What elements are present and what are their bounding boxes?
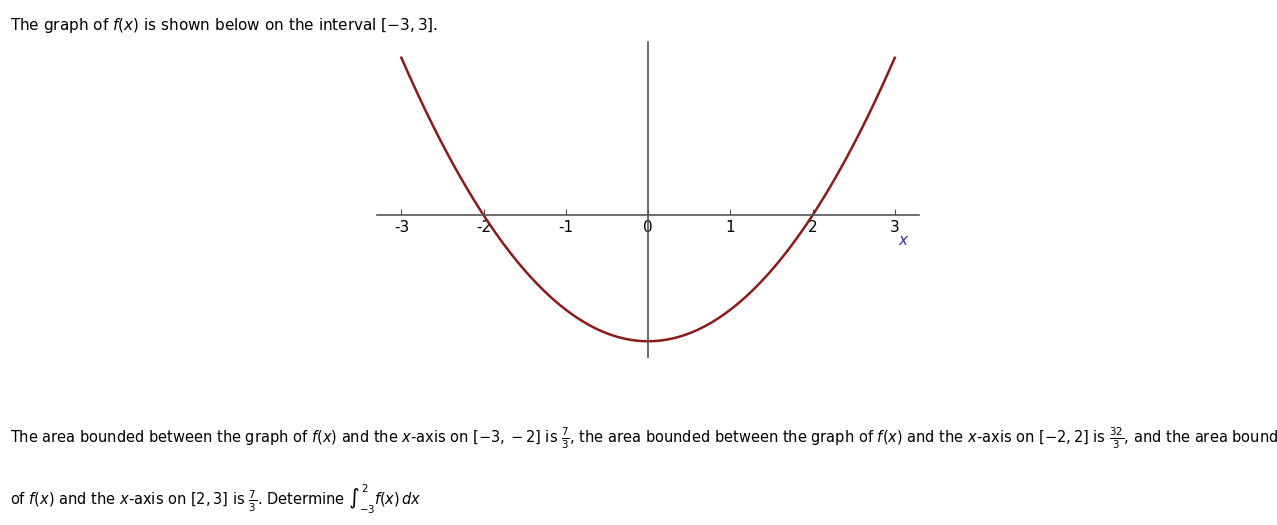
Text: of $f(x)$ and the $x$-axis on $[2, 3]$ is $\frac{7}{3}$. Determine $\int_{-3}^{2: of $f(x)$ and the $x$-axis on $[2, 3]$ i… — [10, 483, 421, 517]
Text: x: x — [899, 233, 908, 248]
Text: The graph of $f(x)$ is shown below on the interval $[-3, 3]$.: The graph of $f(x)$ is shown below on th… — [10, 16, 438, 35]
Text: The area bounded between the graph of $f(x)$ and the $x$-axis on $[-3, -2]$ is $: The area bounded between the graph of $f… — [10, 425, 1277, 450]
